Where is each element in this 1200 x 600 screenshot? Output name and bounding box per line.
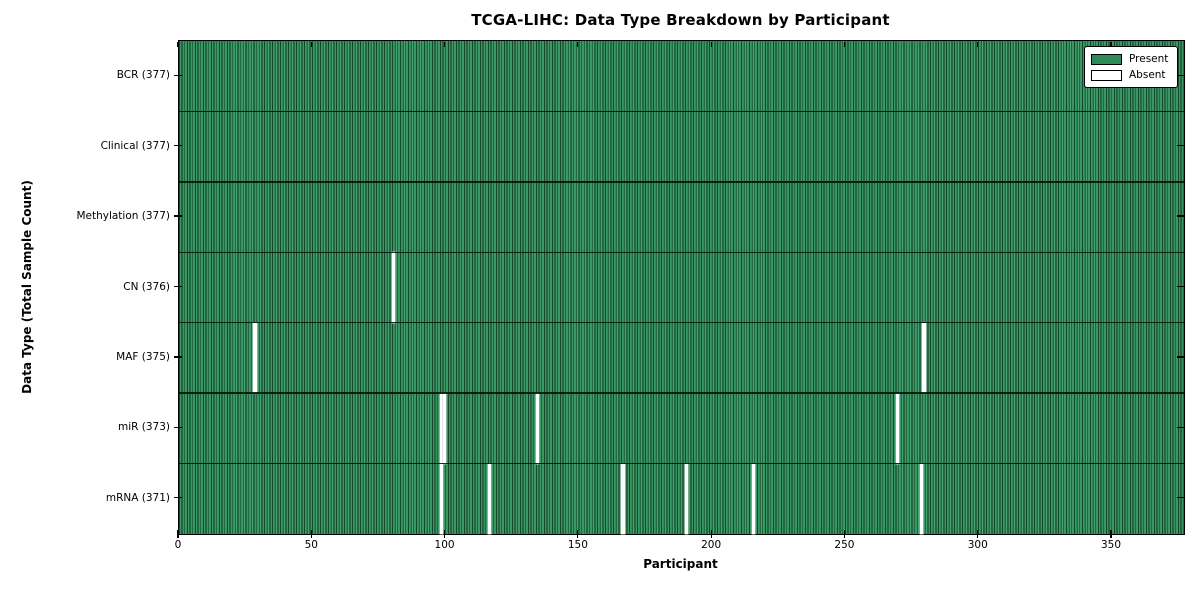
- x-tick-mark: [1110, 41, 1112, 47]
- x-tick-mark: [1110, 530, 1112, 538]
- row-separator: [179, 322, 1184, 324]
- x-tick-label-50: 50: [304, 539, 318, 551]
- absent-bar-mrna-166: [621, 463, 625, 534]
- y-tick-mark: [1177, 215, 1185, 217]
- x-tick-label-150: 150: [567, 539, 588, 551]
- y-tick-label-mrna: mRNA (371): [105, 491, 170, 504]
- legend-entry-present: Present: [1091, 51, 1171, 67]
- y-tick-mark: [174, 215, 182, 217]
- y-tick-mark: [174, 145, 182, 147]
- x-tick-mark: [443, 41, 446, 47]
- y-tick-mark: [1177, 145, 1185, 147]
- row-cn: [179, 252, 1184, 323]
- x-tick-mark: [577, 41, 579, 47]
- x-axis-label: Participant: [643, 557, 718, 571]
- y-axis-label: Data Type (Total Sample Count): [20, 180, 34, 394]
- y-tick-label-cn: CN (376): [123, 280, 170, 293]
- x-tick-mark: [977, 41, 979, 47]
- row-separator: [179, 251, 1184, 253]
- legend-label-absent: Absent: [1129, 69, 1166, 81]
- x-tick-mark: [577, 530, 579, 538]
- absent-bar-mrna-98: [439, 463, 444, 534]
- absent-bar-cn-80: [391, 252, 396, 323]
- y-tick-mark: [1177, 497, 1185, 499]
- x-tick-label-0: 0: [174, 539, 182, 551]
- x-tick-label-250: 250: [834, 539, 855, 551]
- y-tick-mark: [174, 426, 182, 428]
- row-mrna: [179, 463, 1184, 534]
- x-tick-label-100: 100: [434, 539, 455, 551]
- plot-area: [178, 40, 1185, 535]
- y-tick-label-mir: miR (373): [117, 421, 170, 434]
- legend-entry-absent: Absent: [1091, 67, 1171, 83]
- row-clinical: [179, 111, 1184, 182]
- y-tick-label-bcr: BCR (377): [116, 69, 170, 82]
- x-tick-mark: [843, 530, 846, 538]
- row-mir: [179, 393, 1184, 464]
- row-bcr: [179, 41, 1184, 112]
- absent-bar-mrna-116: [487, 463, 492, 534]
- y-tick-mark: [1177, 285, 1185, 288]
- y-tick-mark: [174, 285, 182, 288]
- y-tick-mark: [1177, 356, 1185, 358]
- y-tick-label-clinical: Clinical (377): [100, 139, 170, 152]
- x-tick-label-350: 350: [1100, 539, 1122, 551]
- row-maf: [179, 322, 1184, 394]
- absent-bar-mir-269: [895, 393, 900, 464]
- absent-bar-mir-98: [439, 393, 444, 464]
- x-tick-mark: [177, 41, 179, 47]
- x-tick-mark: [843, 41, 846, 47]
- chart-title: TCGA-LIHC: Data Type Breakdown by Partic…: [471, 11, 890, 29]
- legend: Present Absent: [1084, 46, 1178, 88]
- absent-bar-mrna-190: [685, 463, 689, 534]
- row-methylation: [179, 181, 1184, 253]
- absent-swatch-icon: [1091, 69, 1122, 81]
- row-separator: [179, 462, 1184, 465]
- x-tick-mark: [310, 41, 312, 47]
- absent-bar-mir-134: [535, 393, 540, 464]
- absent-bar-mir-99: [442, 393, 446, 464]
- x-tick-mark: [310, 530, 312, 538]
- absent-bar-maf-28: [253, 322, 257, 394]
- x-tick-mark: [710, 41, 712, 47]
- x-tick-mark: [177, 530, 179, 538]
- y-tick-label-methylation: Methylation (377): [76, 210, 170, 223]
- absent-bar-maf-279: [922, 322, 926, 394]
- absent-bar-mrna-215: [751, 463, 756, 534]
- x-tick-mark: [977, 530, 979, 538]
- absent-bar-mrna-278: [919, 463, 924, 534]
- x-tick-mark: [710, 530, 712, 538]
- present-swatch-icon: [1091, 53, 1122, 65]
- row-separator: [179, 110, 1184, 113]
- row-separator: [179, 392, 1184, 394]
- legend-label-present: Present: [1129, 53, 1169, 65]
- x-tick-label-300: 300: [967, 539, 988, 551]
- x-tick-label-200: 200: [701, 539, 722, 551]
- y-tick-mark: [1177, 74, 1185, 76]
- row-separator: [179, 181, 1184, 183]
- y-tick-mark: [174, 356, 182, 358]
- y-tick-mark: [1177, 426, 1185, 428]
- y-tick-mark: [174, 497, 182, 499]
- x-tick-mark: [443, 530, 446, 538]
- y-tick-label-maf: MAF (375): [116, 350, 170, 363]
- y-tick-mark: [174, 74, 182, 76]
